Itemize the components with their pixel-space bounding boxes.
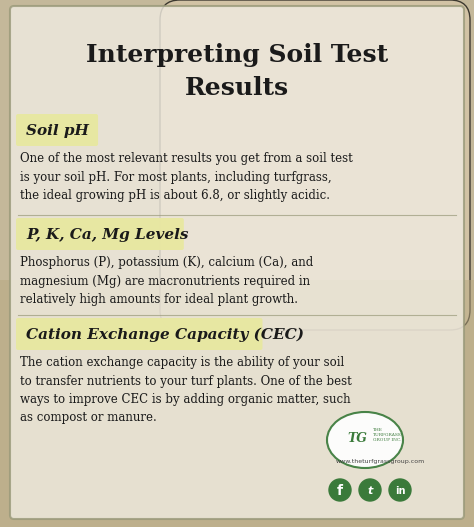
Text: in: in [395, 486, 405, 496]
Text: P, K, Ca, Mg Levels: P, K, Ca, Mg Levels [26, 228, 189, 242]
Text: Phosphorus (P), potassium (K), calcium (Ca), and
magnesium (Mg) are macronutrien: Phosphorus (P), potassium (K), calcium (… [20, 256, 313, 306]
Text: f: f [337, 484, 343, 498]
Text: TG: TG [347, 432, 367, 444]
Text: Soil pH: Soil pH [26, 124, 89, 138]
Text: t: t [367, 486, 373, 496]
Text: One of the most relevant results you get from a soil test
is your soil pH. For m: One of the most relevant results you get… [20, 152, 353, 202]
FancyBboxPatch shape [16, 318, 263, 350]
FancyBboxPatch shape [160, 0, 470, 330]
Text: Interpreting Soil Test: Interpreting Soil Test [86, 43, 388, 67]
Circle shape [359, 479, 381, 501]
Bar [0, 280, 474, 527]
Text: THE
TURFGRASS
GROUP INC.: THE TURFGRASS GROUP INC. [373, 428, 402, 442]
FancyBboxPatch shape [16, 218, 184, 250]
Circle shape [389, 479, 411, 501]
Circle shape [329, 479, 351, 501]
Text: The cation exchange capacity is the ability of your soil
to transfer nutrients t: The cation exchange capacity is the abil… [20, 356, 352, 425]
Text: www.theturfgrassgroup.com: www.theturfgrassgroup.com [336, 460, 425, 464]
Text: Cation Exchange Capacity (CEC): Cation Exchange Capacity (CEC) [26, 328, 304, 342]
FancyBboxPatch shape [10, 6, 464, 519]
FancyBboxPatch shape [16, 114, 98, 146]
Text: Results: Results [185, 76, 289, 100]
Ellipse shape [327, 412, 403, 468]
